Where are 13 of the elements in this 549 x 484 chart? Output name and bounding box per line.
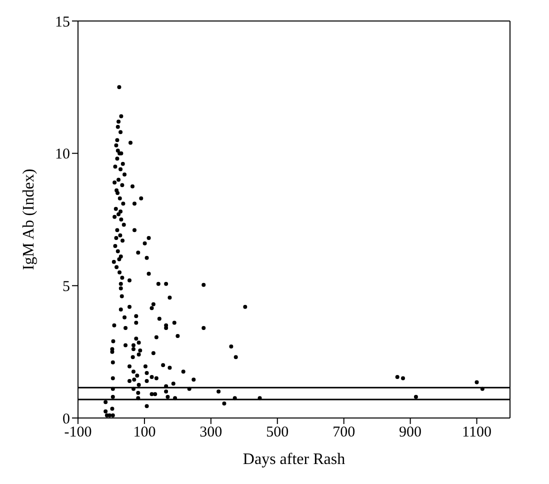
y-tick-label: 15	[55, 14, 70, 30]
y-tick-label: 5	[62, 278, 70, 295]
x-tick-label: 1100	[462, 424, 492, 441]
x-tick-label: 100	[133, 424, 156, 441]
x-tick-label: 500	[266, 424, 289, 441]
y-tick-label: 10	[55, 146, 70, 163]
x-tick-label: -100	[64, 424, 92, 441]
x-tick-label: 700	[332, 424, 356, 441]
x-tick-label: 300	[200, 424, 222, 441]
y-tick-label: 0	[62, 411, 70, 428]
x-axis-title: Days after Rash	[242, 451, 346, 468]
y-axis-title: IgM Ab (Index)	[20, 168, 38, 270]
x-tick-label: 900	[399, 424, 422, 441]
